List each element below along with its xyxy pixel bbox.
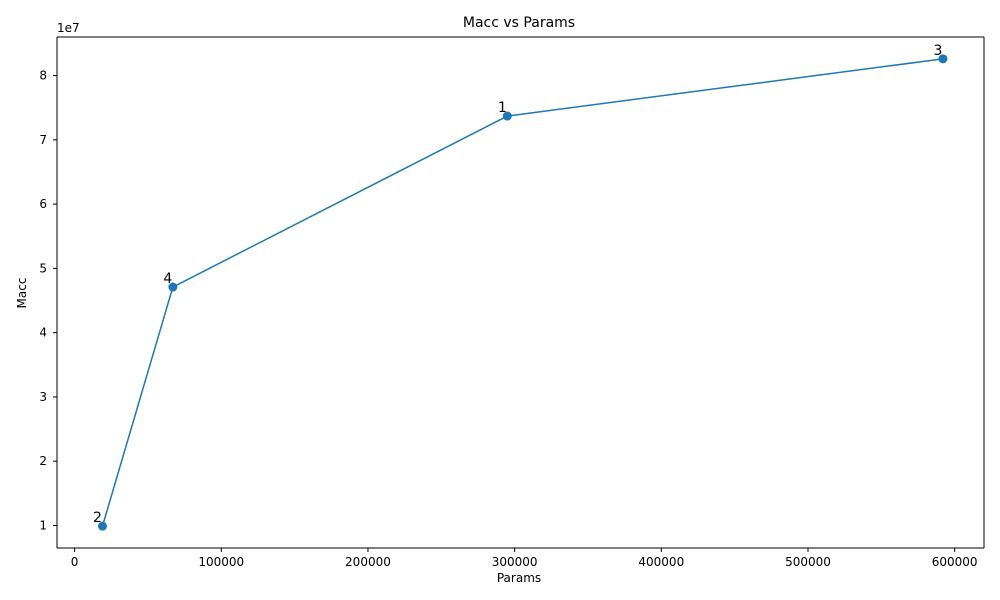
y-axis-ticks: 1 2 3 4 5 6 7 8 (39, 69, 57, 533)
data-point-label: 2 (93, 510, 102, 526)
x-tick-label: 500000 (785, 555, 831, 569)
data-point-label: 3 (933, 43, 942, 59)
data-point-marker (502, 111, 512, 121)
x-axis-ticks: 0 100000 200000 300000 400000 500000 600000 (71, 548, 978, 569)
x-tick-label: 200000 (345, 555, 391, 569)
y-tick-label: 5 (39, 261, 47, 275)
y-offset-label: 1e7 (57, 21, 80, 35)
y-tick-label: 1 (39, 519, 47, 533)
data-point-marker (97, 521, 107, 531)
y-tick-label: 4 (39, 326, 47, 340)
y-tick-label: 2 (39, 454, 47, 468)
plot-area (57, 37, 984, 548)
y-axis-label: Macc (15, 278, 29, 309)
y-tick-label: 6 (39, 197, 47, 211)
x-tick-label: 0 (71, 555, 79, 569)
x-axis-label: Params (497, 571, 541, 585)
y-tick-label: 8 (39, 69, 47, 83)
markers-layer (97, 54, 948, 531)
x-tick-label: 400000 (638, 555, 684, 569)
data-point-marker (938, 54, 948, 64)
data-point-label: 4 (163, 271, 172, 287)
point-labels-layer: 2 4 1 3 (93, 43, 942, 526)
y-tick-label: 7 (39, 133, 47, 147)
data-point-marker (168, 282, 178, 292)
data-point-label: 1 (498, 100, 507, 116)
x-tick-label: 100000 (198, 555, 244, 569)
x-tick-label: 600000 (932, 555, 978, 569)
series-layer (101, 58, 944, 527)
y-tick-label: 3 (39, 390, 47, 404)
series-line (101, 58, 944, 527)
x-tick-label: 300000 (492, 555, 538, 569)
chart-title: Macc vs Params (463, 15, 575, 31)
